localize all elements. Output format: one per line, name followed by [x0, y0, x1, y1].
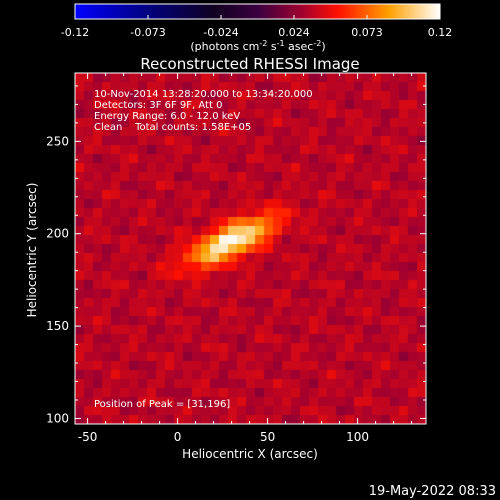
x-axis-label: Heliocentric X (arcsec) [182, 447, 318, 461]
colorbar-tick-label: 0.12 [428, 26, 453, 39]
colorbar-tick-label: -0.073 [130, 26, 165, 39]
y-tick-label: 250 [46, 134, 69, 148]
colorbar-tick-label: 0.024 [278, 26, 310, 39]
timestamp: 19-May-2022 08:33 [369, 484, 496, 499]
annotation-line: Detectors: 3F 6F 9F, Att 0 [94, 100, 222, 111]
x-tick-label: 100 [346, 430, 369, 444]
chart-title: Reconstructed RHESSI Image [140, 55, 359, 73]
colorbar-label: (photons cm-2 s-1 asec-2) [190, 39, 325, 53]
y-tick-label: 200 [46, 227, 69, 241]
colorbar-tick-label: -0.024 [203, 26, 238, 39]
heatmap-area [75, 73, 426, 424]
y-axis-label: Heliocentric Y (arcsec) [25, 183, 39, 318]
colorbar [74, 3, 441, 20]
axis-ticks: -50 0 50 100 100 150 200 250 [46, 73, 426, 444]
annotation-line: 10-Nov-2014 13:28:20.000 to 13:34:20.000 [94, 89, 313, 100]
peak-position-label: Position of Peak = [31,196] [94, 399, 230, 410]
colorbar-ticks: -0.12 -0.073 -0.024 0.024 0.073 0.12 [61, 15, 452, 39]
annotation-line: Energy Range: 6.0 - 12.0 keV [94, 111, 240, 122]
annotation-line: Clean Total counts: 1.58E+05 [94, 122, 251, 133]
annotation-block: 10-Nov-2014 13:28:20.000 to 13:34:20.000… [94, 89, 313, 133]
x-tick-label: 0 [174, 430, 182, 444]
y-tick-label: 150 [46, 319, 69, 333]
colorbar-tick-label: -0.12 [61, 26, 89, 39]
y-tick-label: 100 [46, 411, 69, 425]
colorbar-tick-label: 0.073 [351, 26, 383, 39]
x-tick-label: -50 [78, 430, 98, 444]
x-tick-label: 50 [260, 430, 275, 444]
heatmap-image [75, 73, 426, 424]
plot-frame [74, 72, 427, 425]
